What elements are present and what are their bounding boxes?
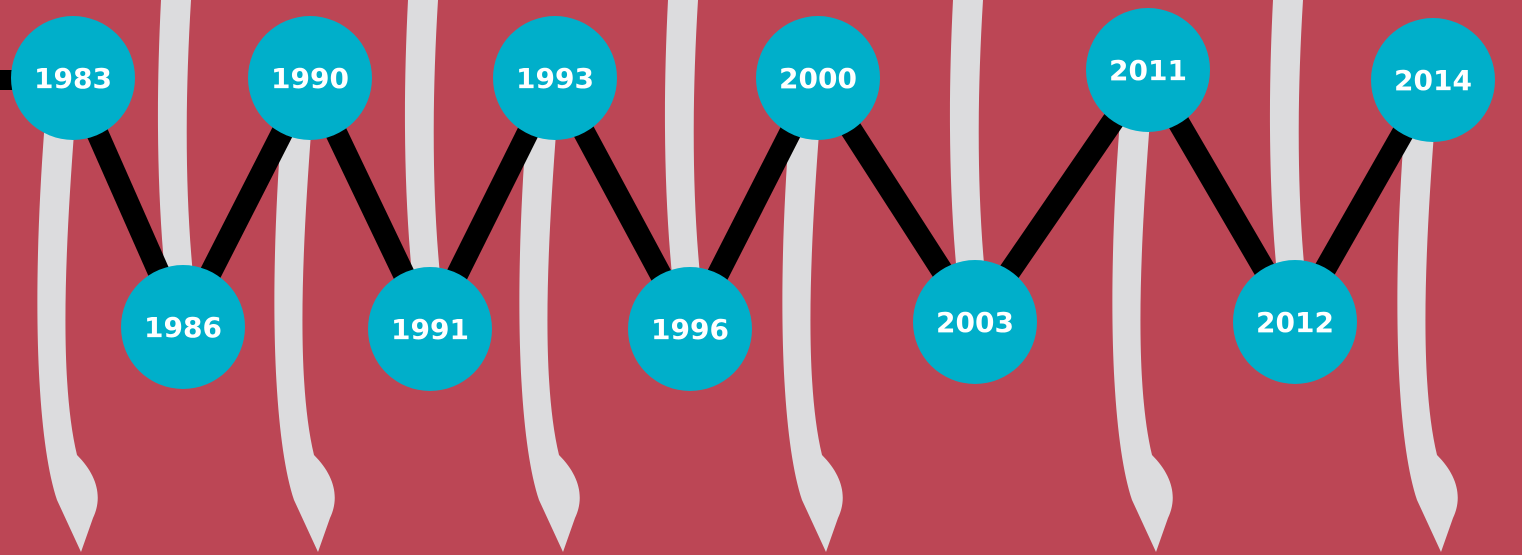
timeline: 1983 1986 1990 1991 1993 1996 2000 2003 2011 2012… (0, 0, 1522, 555)
year-label: 1996 (651, 313, 729, 346)
year-label: 2014 (1394, 64, 1472, 97)
year-label: 2000 (779, 62, 857, 95)
year-label: 1986 (144, 311, 222, 344)
year-label: 2003 (936, 306, 1014, 339)
year-label: 1991 (391, 313, 469, 346)
year-label: 1993 (516, 62, 594, 95)
page: 1983 1986 1990 1991 1993 1996 2000 2003 2011 2012… (0, 0, 1522, 555)
year-label: 2011 (1109, 54, 1187, 87)
year-label: 1990 (271, 62, 349, 95)
year-label: 1983 (34, 62, 112, 95)
year-label: 2012 (1256, 306, 1334, 339)
